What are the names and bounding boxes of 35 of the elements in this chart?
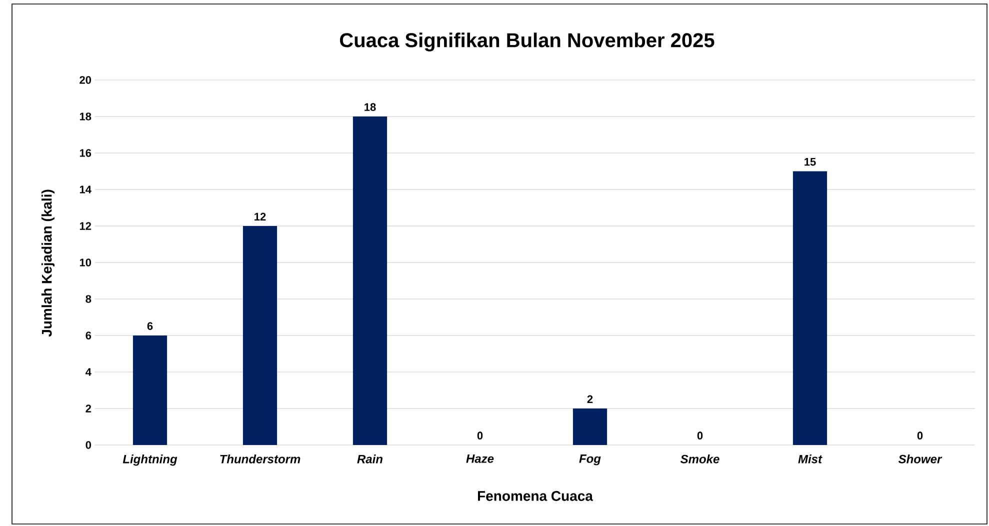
y-tick-label: 14 [80, 186, 92, 194]
data-label: 12 [254, 212, 266, 220]
data-label: 0 [917, 432, 923, 440]
y-axis-title: Jumlah Kejadian (kali) [41, 190, 55, 337]
y-tick-label: 18 [80, 112, 92, 120]
x-tick-label: Rain [357, 454, 382, 464]
data-label: 0 [697, 432, 703, 440]
chart-title: Cuaca Signifikan Bulan November 2025 [340, 32, 714, 52]
x-tick-label: Smoke [680, 454, 720, 464]
y-tick-label: 6 [86, 332, 92, 340]
bar [352, 116, 388, 445]
y-tick-label: 2 [86, 404, 92, 412]
y-tick-label: 12 [80, 222, 92, 230]
bar [792, 171, 828, 445]
data-label: 6 [147, 322, 153, 330]
x-tick-label: Thunderstorm [220, 454, 300, 464]
bar [572, 408, 608, 445]
y-tick-label: 16 [80, 149, 92, 157]
bar [132, 335, 168, 445]
data-label: 0 [477, 432, 483, 440]
y-tick-label: 8 [86, 295, 92, 303]
x-tick-label: Fog [579, 454, 601, 466]
data-label: 15 [804, 158, 816, 166]
data-label: 18 [364, 103, 376, 111]
x-axis-title: Fenomena Cuaca [478, 491, 594, 501]
y-tick-label: 4 [86, 368, 92, 376]
data-label: 2 [587, 395, 593, 403]
y-tick-label: 20 [80, 76, 92, 84]
bar [242, 226, 278, 445]
x-tick-label: Lightning [122, 454, 178, 466]
x-tick-label: Mist [798, 454, 822, 464]
y-tick-label: 10 [80, 258, 92, 266]
x-tick-label: Shower [898, 454, 942, 464]
y-tick-label: 0 [86, 441, 92, 449]
x-tick-label: Haze [466, 454, 494, 463]
